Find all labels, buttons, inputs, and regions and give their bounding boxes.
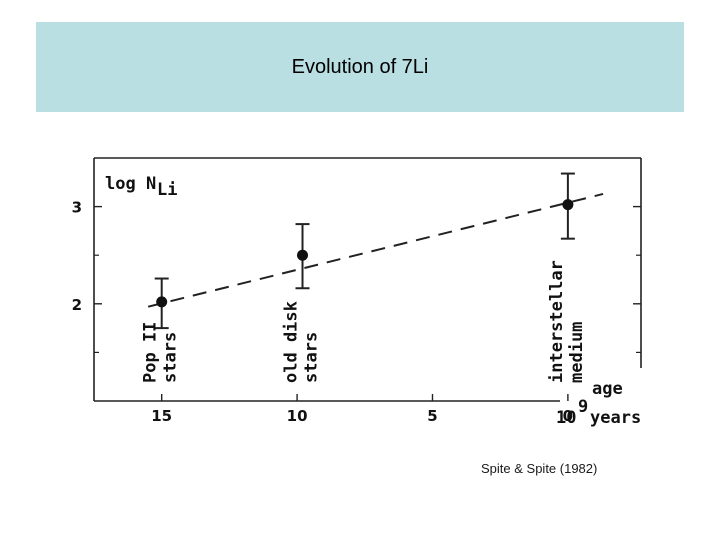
chart-points	[154, 172, 575, 330]
point-label: Pop II stars	[141, 322, 181, 383]
title-band: Evolution of 7Li	[36, 22, 684, 112]
data-point	[156, 296, 168, 308]
point-label-line: interstellar	[547, 260, 567, 383]
x-axis-label-base: 10	[556, 408, 576, 428]
point-label: interstellar medium	[547, 260, 587, 383]
x-tick-label: 0	[563, 407, 573, 425]
point-label-line: Pop II	[141, 322, 161, 383]
chart-labels: Pop II stars old disk stars interstellar medi…	[105, 174, 641, 428]
fit-line	[147, 192, 604, 308]
x-tick-label: 10	[287, 407, 308, 425]
y-axis-label-sub: Li	[157, 180, 177, 200]
y-axis-label: log N	[105, 174, 156, 194]
point-label-line: stars	[302, 332, 322, 383]
x-axis-label-unit: years	[590, 408, 641, 428]
chart-ticks: 2 3 15 10 5 0	[72, 199, 641, 425]
data-point	[297, 249, 309, 261]
point-label: old disk stars	[282, 301, 322, 383]
chart-axes	[93, 157, 642, 402]
point-label-line: old disk	[282, 301, 302, 383]
x-axis-label-top: age	[592, 379, 623, 399]
x-tick-label: 5	[427, 407, 437, 425]
citation: Spite & Spite (1982)	[481, 461, 598, 476]
y-tick-label: 2	[72, 296, 82, 314]
x-tick-label: 15	[151, 407, 172, 425]
chart-fit-line-group	[147, 192, 604, 308]
point-label-line: stars	[161, 332, 181, 383]
y-tick-label: 3	[72, 199, 82, 217]
point-label-line: medium	[567, 322, 587, 383]
x-axis-label-exp: 9	[578, 397, 588, 417]
data-point	[562, 199, 574, 211]
slide-title: Evolution of 7Li	[291, 56, 429, 78]
